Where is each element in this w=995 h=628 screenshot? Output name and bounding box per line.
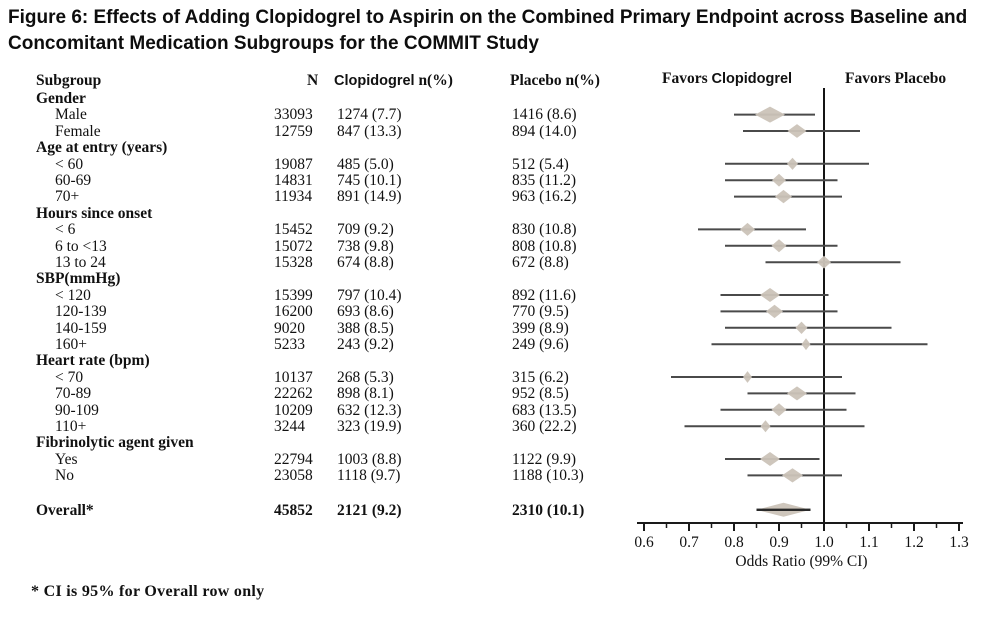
placebo-value: 835 (11.2) xyxy=(512,172,576,189)
col-header-n: N xyxy=(307,72,319,89)
subgroup-label: 90-109 xyxy=(55,401,99,419)
subgroup-label: 140-159 xyxy=(55,319,107,337)
n-value: 15072 xyxy=(274,237,313,255)
subgroup-label: 110+ xyxy=(55,418,87,435)
placebo-value: 360 (22.2) xyxy=(512,418,577,435)
clopidogrel-value: 738 (9.8) xyxy=(337,237,394,255)
clopidogrel-value: 709 (9.2) xyxy=(337,221,394,239)
placebo-value: 672 (8.8) xyxy=(512,254,569,271)
n-value: 9020 xyxy=(274,319,305,337)
subgroup-label: Male xyxy=(55,106,87,124)
clopidogrel-value: 891 (14.9) xyxy=(337,188,402,206)
subgroup-label: Female xyxy=(55,122,101,140)
subgroup-label: Heart rate (bpm) xyxy=(36,352,150,370)
n-value: 12759 xyxy=(274,122,313,140)
subgroup-label: Fibrinolytic agent given xyxy=(36,434,194,452)
subgroup-label: Hours since onset xyxy=(36,204,153,222)
subgroup-label: SBP(mmHg) xyxy=(36,270,121,288)
placebo-value: 2310 (10.1) xyxy=(512,501,585,519)
placebo-value: 952 (8.5) xyxy=(512,385,569,403)
subgroup-label: 70-89 xyxy=(55,385,92,403)
n-value: 15399 xyxy=(274,286,313,304)
favors-clopidogrel-word: Clopidogrel xyxy=(711,71,793,87)
subgroup-label: < 120 xyxy=(55,286,91,304)
col-header-subgroup: Subgroup xyxy=(36,72,102,89)
clopidogrel-value: 1274 (7.7) xyxy=(337,106,402,124)
placebo-value: 830 (10.8) xyxy=(512,221,577,239)
placebo-value: 683 (13.5) xyxy=(512,401,577,419)
clopidogrel-value: 485 (5.0) xyxy=(337,155,394,173)
n-value: 5233 xyxy=(274,336,305,353)
n-value: 22262 xyxy=(274,385,313,403)
clopidogrel-value: 745 (10.1) xyxy=(337,172,402,189)
n-value: 10209 xyxy=(274,401,313,419)
subgroup-label: 13 to 24 xyxy=(55,254,106,271)
subgroup-label: No xyxy=(55,467,74,485)
clopidogrel-value: 2121 (9.2) xyxy=(337,501,402,519)
subgroup-label: < 60 xyxy=(55,155,84,173)
col-header-clopidogrel-word: Clopidogrel xyxy=(334,73,415,89)
subgroup-label: Age at entry (years) xyxy=(36,139,168,157)
n-value: 3244 xyxy=(274,418,305,435)
placebo-value: 399 (8.9) xyxy=(512,319,569,337)
clopidogrel-value: 1118 (9.7) xyxy=(337,467,401,485)
placebo-value: 1188 (10.3) xyxy=(512,467,584,485)
figure-footnote: * CI is 95% for Overall row only xyxy=(31,583,265,600)
plot-header-favors-placebo: Favors Placebo xyxy=(845,70,947,87)
col-header-clopidogrel-suffix: n(%) xyxy=(418,72,453,89)
placebo-value: 770 (9.5) xyxy=(512,303,569,321)
col-header-placebo: Placebo n(%) xyxy=(510,72,600,89)
placebo-value: 315 (6.2) xyxy=(512,368,569,386)
placebo-value: 892 (11.6) xyxy=(512,286,576,304)
clopidogrel-value: 323 (19.9) xyxy=(337,418,402,435)
n-value: 45852 xyxy=(274,501,313,519)
placebo-value: 963 (16.2) xyxy=(512,188,577,206)
subgroup-label: 6 to <13 xyxy=(55,237,107,255)
subgroup-label: 160+ xyxy=(55,336,87,353)
n-value: 19087 xyxy=(274,155,313,173)
placebo-value: 512 (5.4) xyxy=(512,155,569,173)
subgroup-label: Gender xyxy=(36,90,86,107)
subgroup-label: Yes xyxy=(55,450,78,468)
n-value: 33093 xyxy=(274,106,313,124)
placebo-value: 894 (14.0) xyxy=(512,122,577,140)
clopidogrel-value: 1003 (8.8) xyxy=(337,450,402,468)
n-value: 23058 xyxy=(274,467,313,485)
n-value: 16200 xyxy=(274,303,313,321)
clopidogrel-value: 797 (10.4) xyxy=(337,286,402,304)
subgroup-label: 60-69 xyxy=(55,172,92,189)
plot-header-favors-clopidogrel: Favors Clopidogrel xyxy=(662,70,792,88)
n-value: 10137 xyxy=(274,368,313,386)
clopidogrel-value: 847 (13.3) xyxy=(337,122,402,140)
favors-word: Favors xyxy=(662,70,708,87)
placebo-value: 249 (9.6) xyxy=(512,336,569,353)
clopidogrel-value: 243 (9.2) xyxy=(337,336,394,353)
col-header-clopidogrel: Clopidogrel n(%) xyxy=(334,72,453,90)
clopidogrel-value: 898 (8.1) xyxy=(337,385,394,403)
n-value: 15452 xyxy=(274,221,313,239)
clopidogrel-value: 388 (8.5) xyxy=(337,319,394,337)
subgroup-label: 70+ xyxy=(55,188,80,206)
n-value: 11934 xyxy=(274,188,313,206)
clopidogrel-value: 674 (8.8) xyxy=(337,254,394,271)
figure-title: Figure 6: Effects of Adding Clopidogrel … xyxy=(8,7,968,55)
subgroup-label: Overall* xyxy=(36,501,94,519)
placebo-value: 1416 (8.6) xyxy=(512,106,577,124)
subgroup-label: < 70 xyxy=(55,368,84,386)
n-value: 15328 xyxy=(274,254,313,271)
n-value: 22794 xyxy=(274,450,313,468)
n-value: 14831 xyxy=(274,172,313,189)
clopidogrel-value: 632 (12.3) xyxy=(337,401,402,419)
clopidogrel-value: 268 (5.3) xyxy=(337,368,394,386)
placebo-value: 1122 (9.9) xyxy=(512,450,576,468)
placebo-value: 808 (10.8) xyxy=(512,237,577,255)
subgroup-label: 120-139 xyxy=(55,303,107,321)
clopidogrel-value: 693 (8.6) xyxy=(337,303,394,321)
subgroup-label: < 6 xyxy=(55,221,76,239)
